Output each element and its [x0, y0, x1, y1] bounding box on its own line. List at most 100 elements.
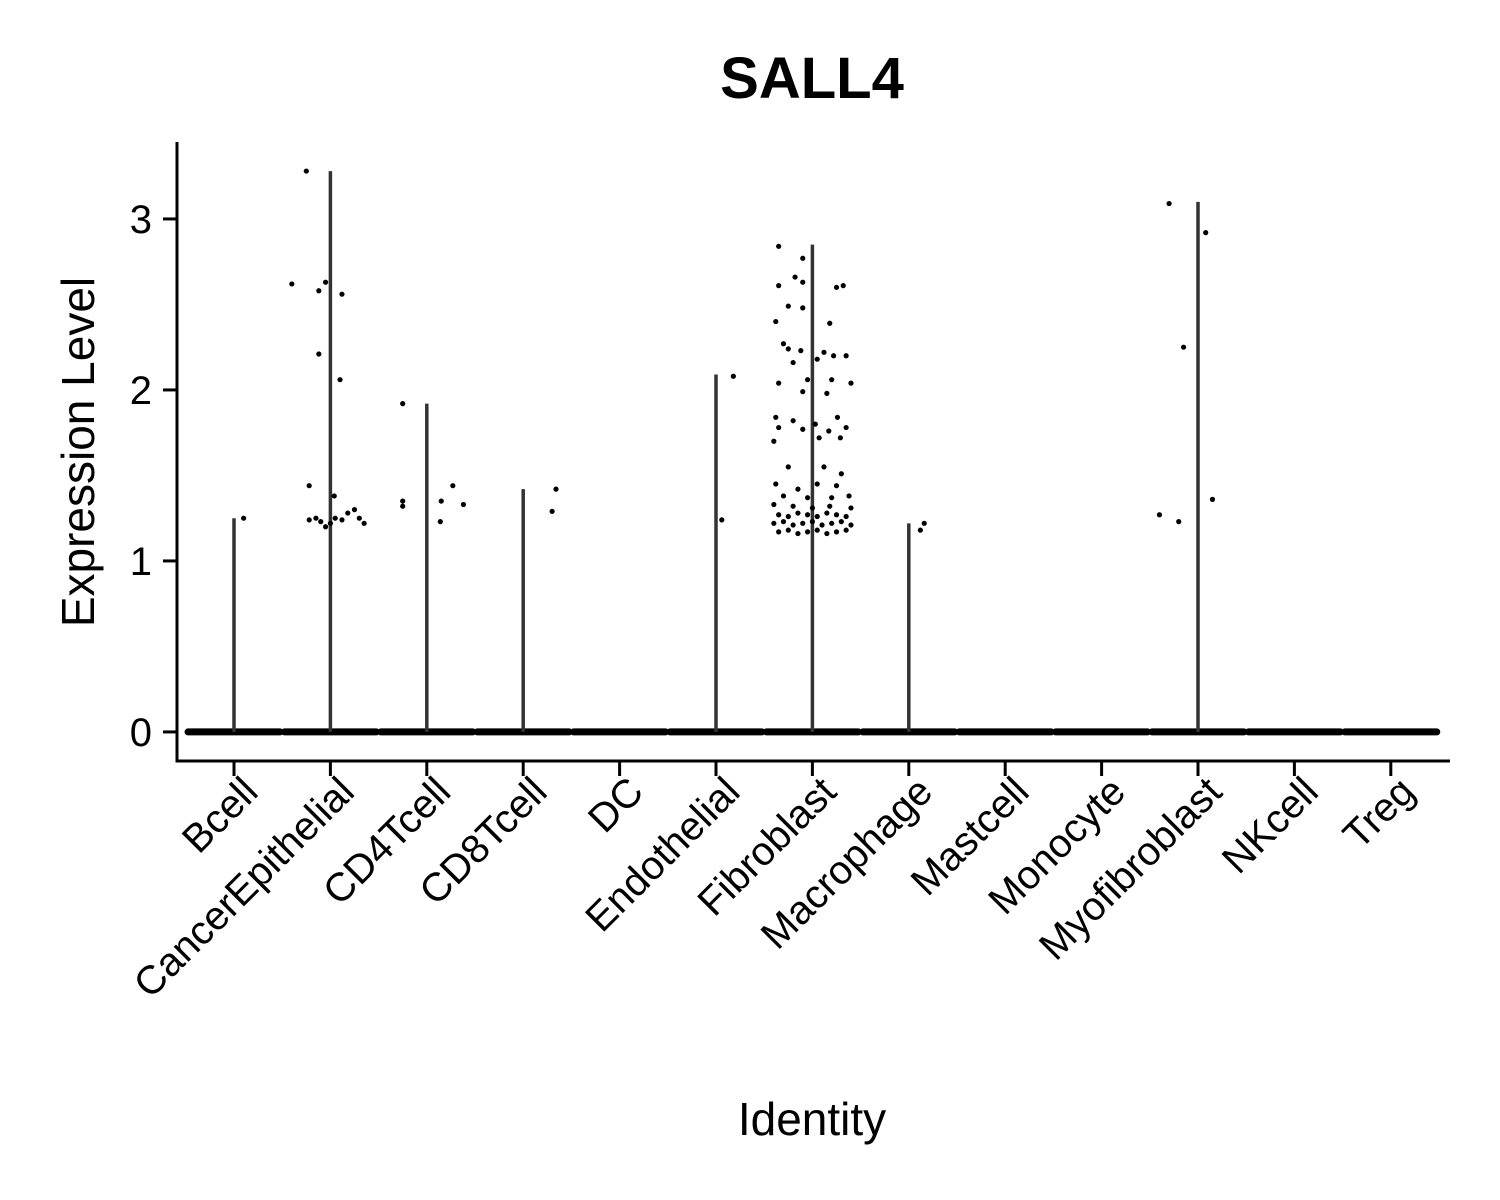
data-point — [824, 390, 830, 396]
data-point — [829, 495, 835, 501]
data-point — [289, 281, 295, 287]
data-point — [843, 527, 849, 533]
data-point — [831, 353, 837, 359]
data-point — [917, 527, 923, 533]
data-point — [400, 498, 406, 504]
data-point — [790, 503, 796, 509]
data-point — [824, 530, 830, 537]
violin-group-CancerEpithelial — [280, 168, 380, 736]
violin-group-CD8Tcell — [473, 486, 573, 736]
data-point — [780, 519, 787, 525]
data-point — [837, 435, 843, 441]
data-point — [327, 520, 333, 526]
data-point — [804, 529, 811, 535]
data-point — [322, 279, 329, 285]
data-point — [1209, 496, 1216, 502]
y-axis-ticks: 0 1 2 3 — [130, 198, 177, 755]
data-point — [437, 519, 443, 525]
data-point — [800, 305, 806, 311]
data-point — [303, 168, 309, 174]
data-point — [400, 503, 406, 509]
violin-group-Macrophage — [859, 520, 959, 736]
data-point — [800, 279, 806, 285]
data-point — [792, 274, 798, 280]
data-point — [816, 435, 822, 441]
data-point — [800, 389, 806, 395]
data-point — [800, 520, 806, 526]
data-point — [814, 527, 820, 533]
data-point — [790, 522, 796, 528]
data-point — [795, 486, 801, 492]
y-tick-label: 2 — [130, 369, 152, 413]
data-point — [316, 288, 322, 294]
data-point — [339, 517, 345, 523]
data-point — [824, 510, 830, 516]
data-point — [306, 483, 312, 489]
data-point — [838, 519, 844, 525]
data-point — [798, 348, 804, 354]
data-point — [809, 505, 816, 511]
data-point — [773, 414, 779, 420]
data-point — [821, 464, 827, 470]
data-point — [804, 512, 811, 518]
data-point — [780, 493, 787, 499]
data-point — [785, 464, 791, 470]
data-point — [450, 483, 456, 489]
data-point — [843, 513, 849, 520]
y-tick-label: 1 — [130, 540, 152, 584]
data-point — [833, 529, 840, 535]
violin-group-Bcell — [184, 515, 284, 736]
data-point — [785, 346, 791, 352]
data-point — [843, 424, 849, 431]
data-point — [306, 517, 312, 523]
x-tick-label: Treg — [1335, 769, 1423, 857]
y-tick-label: 0 — [130, 711, 152, 755]
data-point — [785, 303, 791, 309]
violin-group-Fibroblast — [762, 243, 862, 736]
data-point — [438, 498, 444, 504]
data-point — [1156, 512, 1163, 518]
data-point — [846, 493, 852, 499]
data-point — [356, 515, 362, 521]
data-point — [1166, 200, 1172, 207]
data-point — [812, 421, 818, 427]
x-axis-title: Identity — [738, 1093, 886, 1145]
data-point — [848, 380, 854, 386]
data-point — [345, 510, 351, 516]
data-point — [833, 483, 840, 489]
data-point — [313, 515, 319, 521]
data-point — [318, 519, 324, 525]
data-point — [337, 377, 343, 383]
data-point — [826, 428, 832, 434]
violin-group-CD4Tcell — [377, 401, 477, 736]
data-point — [814, 513, 820, 520]
data-point — [331, 493, 337, 499]
data-point — [814, 481, 820, 487]
data-point — [361, 520, 367, 526]
data-point — [339, 291, 345, 297]
data-point — [790, 418, 796, 424]
data-point — [1180, 344, 1187, 350]
data-point — [921, 520, 927, 526]
data-point — [241, 515, 247, 521]
data-point — [821, 349, 827, 355]
data-point — [553, 486, 559, 492]
data-point — [785, 513, 791, 520]
data-point — [843, 353, 849, 359]
data-point — [773, 318, 779, 325]
data-point — [776, 243, 782, 249]
data-point — [776, 529, 782, 535]
data-point — [316, 351, 322, 357]
plot-marks — [184, 168, 1441, 736]
y-tick-label: 3 — [130, 198, 152, 242]
chart-title: SALL4 — [720, 46, 904, 111]
y-axis-title: Expression Level — [52, 277, 104, 627]
data-point — [833, 284, 840, 290]
data-point — [827, 320, 833, 326]
data-point — [351, 507, 358, 513]
x-tick-label: NKcell — [1214, 769, 1327, 882]
data-point — [790, 359, 796, 366]
data-point — [848, 505, 854, 511]
